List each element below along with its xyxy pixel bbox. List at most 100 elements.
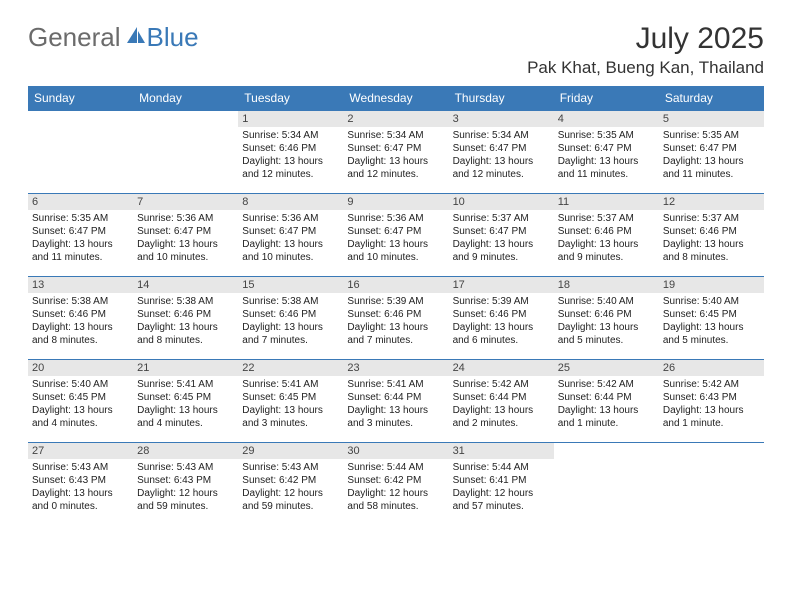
- day-number: 26: [659, 360, 764, 376]
- day-number: 18: [554, 277, 659, 293]
- day-number: 5: [659, 111, 764, 127]
- calendar-day-cell: 13Sunrise: 5:38 AMSunset: 6:46 PMDayligh…: [28, 277, 133, 359]
- calendar-day-cell: [133, 111, 238, 193]
- day-info: Sunrise: 5:44 AMSunset: 6:41 PMDaylight:…: [449, 459, 554, 517]
- calendar-day-cell: 8Sunrise: 5:36 AMSunset: 6:47 PMDaylight…: [238, 194, 343, 276]
- day-number: 15: [238, 277, 343, 293]
- day-number: 8: [238, 194, 343, 210]
- day-info: Sunrise: 5:38 AMSunset: 6:46 PMDaylight:…: [28, 293, 133, 351]
- calendar-day-cell: 31Sunrise: 5:44 AMSunset: 6:41 PMDayligh…: [449, 443, 554, 525]
- calendar-day-cell: 28Sunrise: 5:43 AMSunset: 6:43 PMDayligh…: [133, 443, 238, 525]
- calendar-day-cell: 23Sunrise: 5:41 AMSunset: 6:44 PMDayligh…: [343, 360, 448, 442]
- calendar-day-cell: 25Sunrise: 5:42 AMSunset: 6:44 PMDayligh…: [554, 360, 659, 442]
- day-number: 9: [343, 194, 448, 210]
- calendar-day-cell: 14Sunrise: 5:38 AMSunset: 6:46 PMDayligh…: [133, 277, 238, 359]
- day-info: Sunrise: 5:43 AMSunset: 6:43 PMDaylight:…: [28, 459, 133, 517]
- day-info: Sunrise: 5:41 AMSunset: 6:45 PMDaylight:…: [238, 376, 343, 434]
- day-number: 6: [28, 194, 133, 210]
- calendar-week-row: 13Sunrise: 5:38 AMSunset: 6:46 PMDayligh…: [28, 276, 764, 359]
- day-number: 17: [449, 277, 554, 293]
- day-number: 1: [238, 111, 343, 127]
- calendar-day-cell: 20Sunrise: 5:40 AMSunset: 6:45 PMDayligh…: [28, 360, 133, 442]
- calendar-week-row: 6Sunrise: 5:35 AMSunset: 6:47 PMDaylight…: [28, 193, 764, 276]
- calendar-day-cell: 16Sunrise: 5:39 AMSunset: 6:46 PMDayligh…: [343, 277, 448, 359]
- day-number: 23: [343, 360, 448, 376]
- day-info: Sunrise: 5:40 AMSunset: 6:46 PMDaylight:…: [554, 293, 659, 351]
- day-info: Sunrise: 5:42 AMSunset: 6:44 PMDaylight:…: [449, 376, 554, 434]
- day-info: Sunrise: 5:38 AMSunset: 6:46 PMDaylight:…: [133, 293, 238, 351]
- calendar-day-cell: 5Sunrise: 5:35 AMSunset: 6:47 PMDaylight…: [659, 111, 764, 193]
- day-info: Sunrise: 5:36 AMSunset: 6:47 PMDaylight:…: [343, 210, 448, 268]
- calendar-day-cell: 3Sunrise: 5:34 AMSunset: 6:47 PMDaylight…: [449, 111, 554, 193]
- day-info: Sunrise: 5:39 AMSunset: 6:46 PMDaylight:…: [343, 293, 448, 351]
- day-number: 24: [449, 360, 554, 376]
- day-number: 11: [554, 194, 659, 210]
- day-info: Sunrise: 5:36 AMSunset: 6:47 PMDaylight:…: [133, 210, 238, 268]
- calendar-week-row: 20Sunrise: 5:40 AMSunset: 6:45 PMDayligh…: [28, 359, 764, 442]
- day-info: Sunrise: 5:42 AMSunset: 6:43 PMDaylight:…: [659, 376, 764, 434]
- day-number: 10: [449, 194, 554, 210]
- calendar: SundayMondayTuesdayWednesdayThursdayFrid…: [28, 86, 764, 525]
- day-number: 19: [659, 277, 764, 293]
- day-number: 21: [133, 360, 238, 376]
- calendar-day-cell: 29Sunrise: 5:43 AMSunset: 6:42 PMDayligh…: [238, 443, 343, 525]
- day-info: Sunrise: 5:35 AMSunset: 6:47 PMDaylight:…: [554, 127, 659, 185]
- day-number: 7: [133, 194, 238, 210]
- day-info: Sunrise: 5:37 AMSunset: 6:46 PMDaylight:…: [659, 210, 764, 268]
- location-text: Pak Khat, Bueng Kan, Thailand: [527, 58, 764, 78]
- day-number: 2: [343, 111, 448, 127]
- day-info: Sunrise: 5:44 AMSunset: 6:42 PMDaylight:…: [343, 459, 448, 517]
- day-info: Sunrise: 5:40 AMSunset: 6:45 PMDaylight:…: [28, 376, 133, 434]
- logo: General Blue: [28, 22, 199, 53]
- weekday-header: Saturday: [659, 86, 764, 110]
- calendar-day-cell: 30Sunrise: 5:44 AMSunset: 6:42 PMDayligh…: [343, 443, 448, 525]
- calendar-week-row: 27Sunrise: 5:43 AMSunset: 6:43 PMDayligh…: [28, 442, 764, 525]
- day-number: 14: [133, 277, 238, 293]
- calendar-header-row: SundayMondayTuesdayWednesdayThursdayFrid…: [28, 86, 764, 110]
- calendar-day-cell: 21Sunrise: 5:41 AMSunset: 6:45 PMDayligh…: [133, 360, 238, 442]
- day-info: Sunrise: 5:35 AMSunset: 6:47 PMDaylight:…: [659, 127, 764, 185]
- calendar-page: General Blue July 2025 Pak Khat, Bueng K…: [0, 0, 792, 525]
- calendar-day-cell: 15Sunrise: 5:38 AMSunset: 6:46 PMDayligh…: [238, 277, 343, 359]
- weekday-header: Tuesday: [238, 86, 343, 110]
- calendar-day-cell: 17Sunrise: 5:39 AMSunset: 6:46 PMDayligh…: [449, 277, 554, 359]
- calendar-day-cell: [28, 111, 133, 193]
- day-number: 31: [449, 443, 554, 459]
- calendar-week-row: 1Sunrise: 5:34 AMSunset: 6:46 PMDaylight…: [28, 110, 764, 193]
- day-info: Sunrise: 5:39 AMSunset: 6:46 PMDaylight:…: [449, 293, 554, 351]
- calendar-day-cell: 18Sunrise: 5:40 AMSunset: 6:46 PMDayligh…: [554, 277, 659, 359]
- title-block: July 2025 Pak Khat, Bueng Kan, Thailand: [527, 22, 764, 78]
- calendar-day-cell: 22Sunrise: 5:41 AMSunset: 6:45 PMDayligh…: [238, 360, 343, 442]
- weekday-header: Thursday: [449, 86, 554, 110]
- day-number: 22: [238, 360, 343, 376]
- day-number: 30: [343, 443, 448, 459]
- calendar-day-cell: 24Sunrise: 5:42 AMSunset: 6:44 PMDayligh…: [449, 360, 554, 442]
- day-info: Sunrise: 5:34 AMSunset: 6:47 PMDaylight:…: [343, 127, 448, 185]
- day-number: 4: [554, 111, 659, 127]
- calendar-day-cell: 10Sunrise: 5:37 AMSunset: 6:47 PMDayligh…: [449, 194, 554, 276]
- day-info: Sunrise: 5:43 AMSunset: 6:43 PMDaylight:…: [133, 459, 238, 517]
- day-number: 27: [28, 443, 133, 459]
- logo-text-blue: Blue: [147, 22, 199, 53]
- calendar-day-cell: 26Sunrise: 5:42 AMSunset: 6:43 PMDayligh…: [659, 360, 764, 442]
- logo-text-general: General: [28, 22, 121, 53]
- logo-sail-icon: [125, 25, 147, 50]
- calendar-day-cell: 7Sunrise: 5:36 AMSunset: 6:47 PMDaylight…: [133, 194, 238, 276]
- weekday-header: Friday: [554, 86, 659, 110]
- calendar-day-cell: 9Sunrise: 5:36 AMSunset: 6:47 PMDaylight…: [343, 194, 448, 276]
- calendar-day-cell: 12Sunrise: 5:37 AMSunset: 6:46 PMDayligh…: [659, 194, 764, 276]
- calendar-day-cell: [554, 443, 659, 525]
- day-info: Sunrise: 5:37 AMSunset: 6:47 PMDaylight:…: [449, 210, 554, 268]
- calendar-day-cell: [659, 443, 764, 525]
- calendar-day-cell: 1Sunrise: 5:34 AMSunset: 6:46 PMDaylight…: [238, 111, 343, 193]
- day-info: Sunrise: 5:35 AMSunset: 6:47 PMDaylight:…: [28, 210, 133, 268]
- calendar-day-cell: 11Sunrise: 5:37 AMSunset: 6:46 PMDayligh…: [554, 194, 659, 276]
- day-number: 3: [449, 111, 554, 127]
- calendar-day-cell: 4Sunrise: 5:35 AMSunset: 6:47 PMDaylight…: [554, 111, 659, 193]
- day-info: Sunrise: 5:34 AMSunset: 6:46 PMDaylight:…: [238, 127, 343, 185]
- header: General Blue July 2025 Pak Khat, Bueng K…: [28, 22, 764, 78]
- day-number: 12: [659, 194, 764, 210]
- day-info: Sunrise: 5:40 AMSunset: 6:45 PMDaylight:…: [659, 293, 764, 351]
- day-number: 28: [133, 443, 238, 459]
- day-info: Sunrise: 5:43 AMSunset: 6:42 PMDaylight:…: [238, 459, 343, 517]
